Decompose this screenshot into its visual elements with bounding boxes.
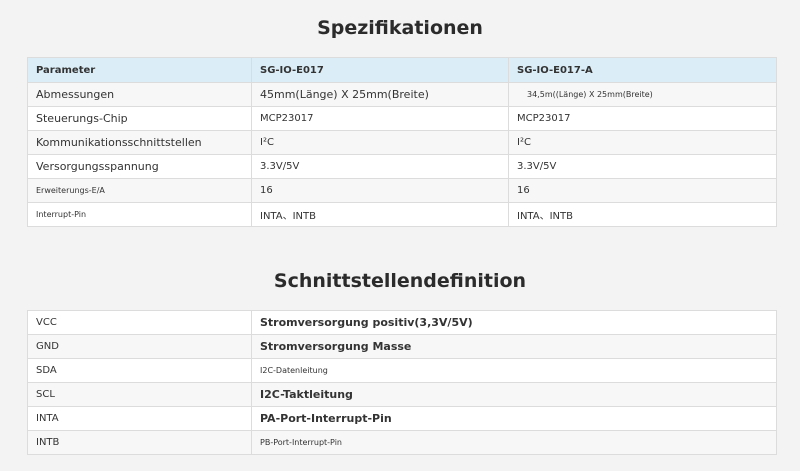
row: Versorgungsspannung 3.3V/5V 3.3V/5V <box>27 154 777 179</box>
cell: 3.3V/5V <box>508 154 777 179</box>
cell: I²C <box>508 130 777 155</box>
cell: Erweiterungs-E/A <box>27 178 252 203</box>
cell: PB-Port-Interrupt-Pin <box>251 430 777 455</box>
row: Kommunikationsschnittstellen I²C I²C <box>27 130 777 155</box>
cell: Steuerungs-Chip <box>27 106 252 131</box>
cell: I2C-Datenleitung <box>251 358 777 383</box>
row: Interrupt-Pin INTA、INTB INTA、INTB <box>27 202 777 227</box>
cell: MCP23017 <box>508 106 777 131</box>
section-title: Spezifikationen <box>317 17 483 39</box>
cell: INTA、INTB <box>251 202 509 227</box>
cell: SDA <box>27 358 252 383</box>
row: INTA PA-Port-Interrupt-Pin <box>27 406 777 431</box>
row: SDA I2C-Datenleitung <box>27 358 777 383</box>
cell: Stromversorgung Masse <box>251 334 777 359</box>
cell: INTA、INTB <box>508 202 777 227</box>
spec-table: Parameter SG-IO-E017 SG-IO-E017-A Abmess… <box>27 57 777 227</box>
row: Steuerungs-Chip MCP23017 MCP23017 <box>27 106 777 131</box>
header-cell: SG-IO-E017 <box>251 57 509 83</box>
row: GND Stromversorgung Masse <box>27 334 777 359</box>
cell: 3.3V/5V <box>251 154 509 179</box>
cell: Kommunikationsschnittstellen <box>27 130 252 155</box>
header-row: Parameter SG-IO-E017 SG-IO-E017-A <box>27 57 777 83</box>
cell: PA-Port-Interrupt-Pin <box>251 406 777 431</box>
cell: 16 <box>508 178 777 203</box>
header-cell: SG-IO-E017-A <box>508 57 777 83</box>
row: Erweiterungs-E/A 16 16 <box>27 178 777 203</box>
cell: INTB <box>27 430 252 455</box>
cell: Interrupt-Pin <box>27 202 252 227</box>
cell: Stromversorgung positiv(3,3V/5V) <box>251 310 777 335</box>
header-cell: Parameter <box>27 57 252 83</box>
cell: I2C-Taktleitung <box>251 382 777 407</box>
cell: Versorgungsspannung <box>27 154 252 179</box>
cell: 16 <box>251 178 509 203</box>
row: VCC Stromversorgung positiv(3,3V/5V) <box>27 310 777 335</box>
cell: GND <box>27 334 252 359</box>
interface-table: VCC Stromversorgung positiv(3,3V/5V) GND… <box>27 310 777 455</box>
cell: 34,5m((Länge) X 25mm(Breite) <box>508 82 777 107</box>
cell: MCP23017 <box>251 106 509 131</box>
cell: I²C <box>251 130 509 155</box>
cell: SCL <box>27 382 252 407</box>
cell: Abmessungen <box>27 82 252 107</box>
row: Abmessungen 45mm(Länge) X 25mm(Breite) 3… <box>27 82 777 107</box>
section-title: Schnittstellendefinition <box>273 270 527 292</box>
cell: INTA <box>27 406 252 431</box>
cell: VCC <box>27 310 252 335</box>
cell: 45mm(Länge) X 25mm(Breite) <box>251 82 509 107</box>
row: INTB PB-Port-Interrupt-Pin <box>27 430 777 455</box>
row: SCL I2C-Taktleitung <box>27 382 777 407</box>
